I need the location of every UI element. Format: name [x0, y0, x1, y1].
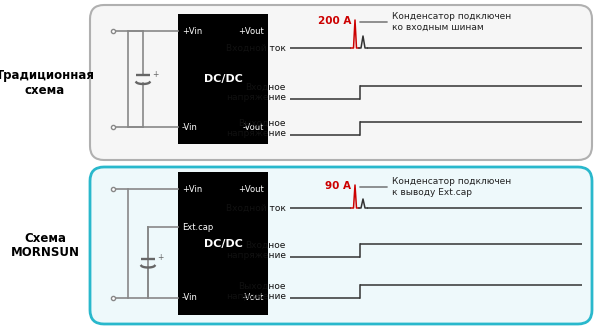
Text: +Vout: +Vout: [238, 27, 264, 36]
Text: 90 А: 90 А: [325, 181, 351, 191]
Text: -Vout: -Vout: [242, 122, 264, 132]
Text: +: +: [157, 253, 164, 263]
Text: Традиционная
схема: Традиционная схема: [0, 68, 95, 96]
Text: Входное
напряжение: Входное напряжение: [226, 241, 286, 260]
Text: Схема
MORNSUN: Схема MORNSUN: [11, 232, 79, 260]
Text: Выходное
напряжение: Выходное напряжение: [226, 282, 286, 301]
Text: +Vin: +Vin: [182, 185, 202, 193]
Text: -Vin: -Vin: [182, 122, 198, 132]
Text: Конденсатор подключен
к выводу Ext.cap: Конденсатор подключен к выводу Ext.cap: [392, 177, 511, 197]
Text: DC/DC: DC/DC: [203, 239, 242, 248]
Text: +: +: [152, 70, 158, 79]
Text: +Vin: +Vin: [182, 27, 202, 36]
Text: Входной ток: Входной ток: [226, 204, 286, 213]
Text: -Vout: -Vout: [242, 293, 264, 302]
Text: Входной ток: Входной ток: [226, 43, 286, 53]
Bar: [178, 172, 268, 315]
Text: 200 А: 200 А: [317, 16, 351, 26]
Text: -Vin: -Vin: [182, 293, 198, 302]
FancyBboxPatch shape: [90, 5, 592, 160]
Text: Ext.cap: Ext.cap: [182, 222, 213, 232]
Text: Выходное
напряжение: Выходное напряжение: [226, 119, 286, 138]
Text: Конденсатор подключен
ко входным шинам: Конденсатор подключен ко входным шинам: [392, 12, 511, 32]
Text: +Vout: +Vout: [238, 185, 264, 193]
Text: Входное
напряжение: Входное напряжение: [226, 83, 286, 102]
FancyBboxPatch shape: [90, 167, 592, 324]
Text: DC/DC: DC/DC: [203, 74, 242, 84]
Bar: [178, 14, 268, 144]
